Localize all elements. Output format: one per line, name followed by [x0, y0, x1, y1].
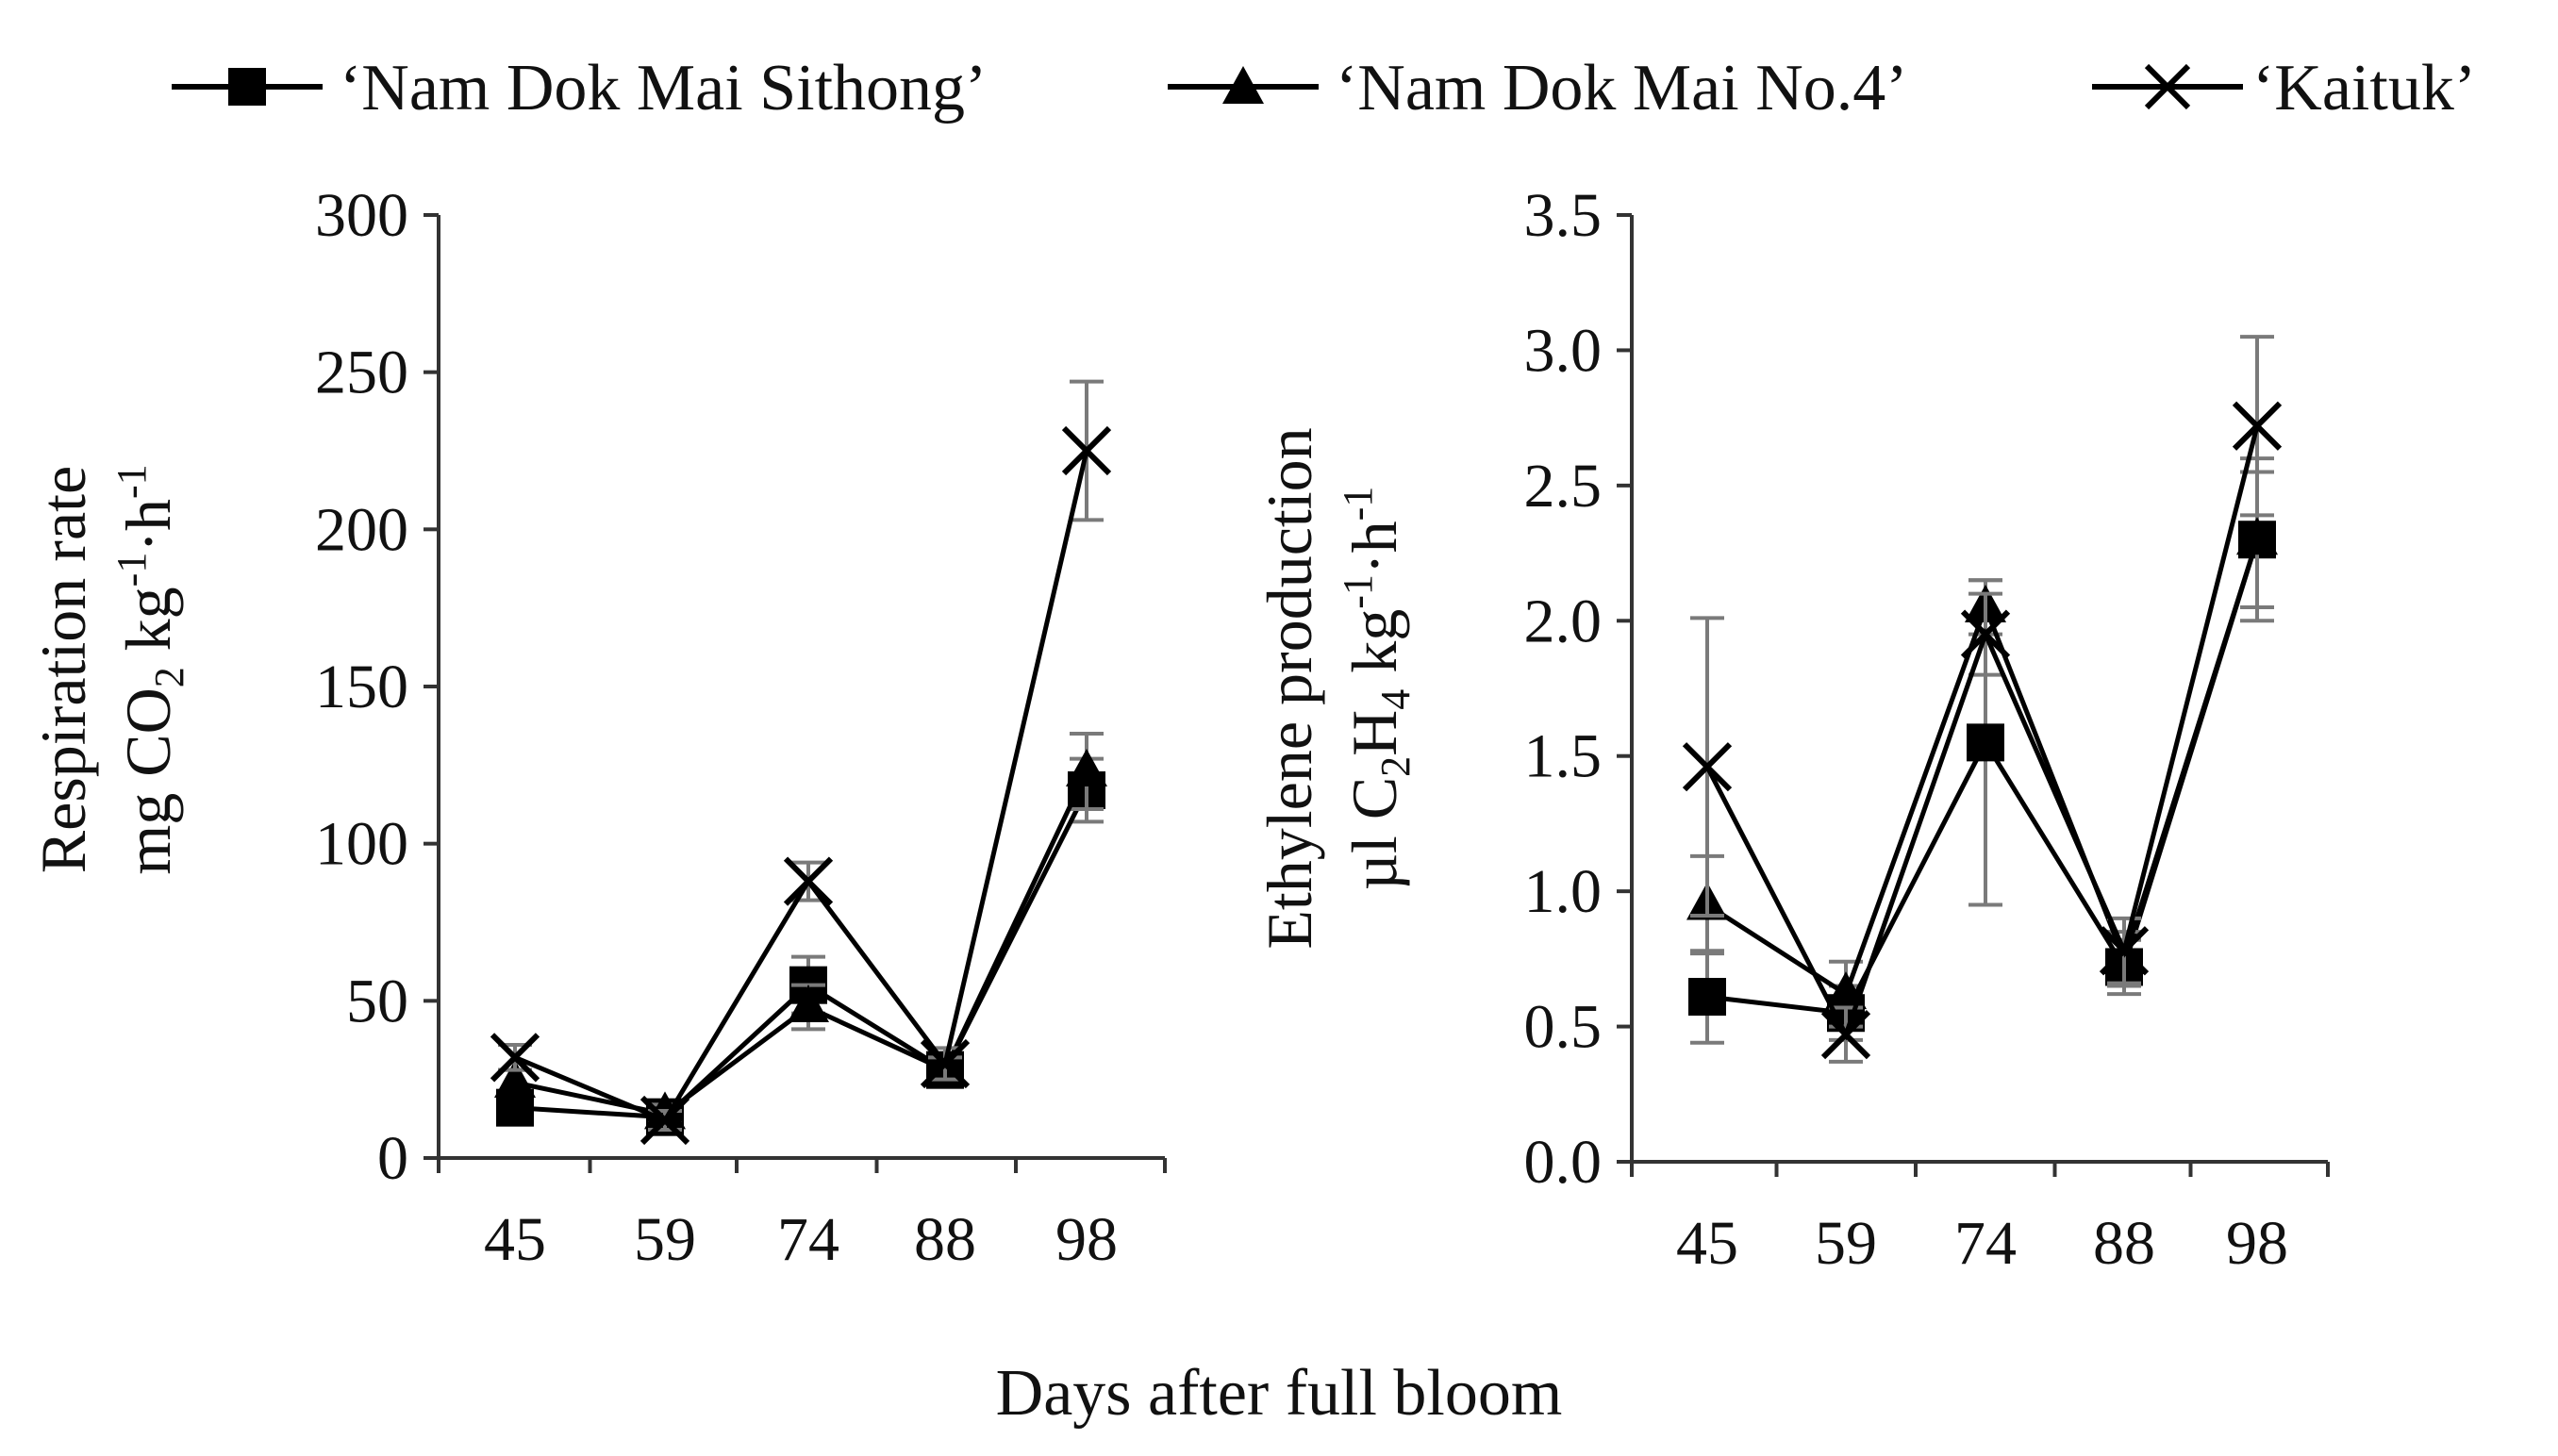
- respiration-cross-stroke: [920, 1038, 971, 1089]
- ethylene-y-tick-label: 1.0: [1524, 857, 1603, 926]
- ethylene-ylabel-line2: µl C2H4 kg-1·h-1: [1335, 487, 1419, 891]
- ethylene-cross-stroke: [2099, 926, 2150, 976]
- respiration-y-tick-label: 50: [346, 967, 408, 1035]
- respiration-series-square: [496, 756, 1105, 1136]
- ethylene-axes: [1617, 213, 2330, 1177]
- ethylene-y-tick-label: 0.5: [1524, 993, 1603, 1062]
- ethylene-cross-stroke: [1960, 609, 2011, 659]
- legend-cross-marker-icon: [2144, 63, 2191, 110]
- ethylene-ylabel-unit-b: H: [1338, 710, 1410, 756]
- respiration-x-tick-label: 59: [634, 1205, 696, 1274]
- ethylene-x-tick-label: 45: [1676, 1209, 1738, 1278]
- ethylene-cross-marker: [2232, 401, 2283, 451]
- respiration-y-tick-label: 100: [315, 810, 408, 879]
- respiration-y-tick-label: 0: [377, 1124, 408, 1193]
- respiration-y-tick-label: 150: [315, 653, 408, 721]
- ethylene-ylabel-unit-a: µl C: [1338, 777, 1410, 890]
- respiration-x-tick-label: 45: [484, 1205, 546, 1274]
- respiration-x-tick-labels: 45 59 74 88 98: [484, 1205, 1118, 1274]
- ethylene-cross-marker: [1960, 609, 2011, 659]
- ethylene-y-tick-labels: 0.0 0.5 1.0 1.5 2.0 2.5 3.0 3.5: [1524, 181, 1603, 1197]
- legend-item-no4: ‘Nam Dok Mai No.4’: [1168, 52, 1908, 124]
- ethylene-cross-stroke: [2232, 401, 2283, 451]
- respiration-ylabel-sup-2: -1: [108, 464, 155, 499]
- respiration-cross-stroke: [783, 856, 834, 906]
- respiration-axes: [424, 213, 1167, 1173]
- ethylene-y-tick-label: 3.0: [1524, 316, 1603, 385]
- ethylene-x-tick-label: 88: [2093, 1209, 2155, 1278]
- respiration-triangle-marker: [494, 1060, 536, 1098]
- respiration-x-tick-label: 88: [914, 1205, 976, 1274]
- ethylene-cross-stroke: [1682, 742, 1733, 792]
- respiration-triangle-marker: [788, 984, 829, 1022]
- ethylene-y-tick-label: 1.5: [1524, 722, 1603, 791]
- legend: ‘Nam Dok Mai Sithong’ ‘Nam Dok Mai No.4’…: [172, 52, 2476, 124]
- legend-item-sithong: ‘Nam Dok Mai Sithong’: [172, 52, 987, 124]
- ethylene-ylabel-unit-c: kg: [1338, 609, 1410, 689]
- legend-label-sithong: ‘Nam Dok Mai Sithong’: [340, 52, 987, 124]
- respiration-ylabel-unit-c: ·h: [112, 499, 184, 553]
- ethylene-x-tick-labels: 45 59 74 88 98: [1676, 1209, 2288, 1278]
- ethylene-ylabel-sub-4: 4: [1372, 689, 1419, 710]
- legend-square-marker-icon: [228, 68, 266, 106]
- ethylene-ylabel-line1: Ethylene production: [1254, 427, 1325, 949]
- respiration-y-tick-label: 300: [315, 181, 408, 250]
- legend-item-kaituk: ‘Kaituk’: [2092, 52, 2476, 124]
- ethylene-ylabel-sup-1: -1: [1335, 574, 1381, 609]
- ethylene-y-tick-label: 2.5: [1524, 452, 1603, 521]
- ethylene-y-tick-label: 2.0: [1524, 587, 1603, 655]
- respiration-x-tick-label: 98: [1055, 1205, 1118, 1274]
- shared-x-axis-label: Days after full bloom: [996, 1357, 1563, 1430]
- respiration-cross-stroke: [640, 1095, 690, 1146]
- ethylene-cross-stroke: [1820, 1010, 1871, 1060]
- respiration-series: [490, 379, 1112, 1146]
- ethylene-cross-marker: [1682, 742, 1733, 792]
- respiration-triangle-marker: [1066, 749, 1107, 786]
- ethylene-ylabel-unit-d: ·h: [1338, 521, 1410, 574]
- ethylene-square-marker: [1688, 978, 1726, 1017]
- respiration-ylabel-sub-2: 2: [146, 667, 192, 687]
- ethylene-ylabel-sub-2: 2: [1372, 756, 1419, 777]
- respiration-ylabel-unit-a: mg CO: [112, 687, 184, 874]
- ethylene-x-tick-label: 74: [1954, 1209, 2017, 1278]
- respiration-cross-stroke: [490, 1033, 540, 1083]
- respiration-ylabel-line2: mg CO2 kg-1·h-1: [108, 464, 192, 874]
- ethylene-triangle-marker: [2236, 517, 2278, 555]
- respiration-cross-marker: [490, 1033, 540, 1083]
- respiration-y-tick-label: 200: [315, 495, 408, 564]
- respiration-cross-marker: [640, 1095, 690, 1146]
- respiration-y-tick-label: 250: [315, 339, 408, 407]
- ethylene-x-tick-label: 98: [2226, 1209, 2288, 1278]
- ethylene-y-tick-label: 3.5: [1524, 181, 1603, 250]
- ethylene-y-tick-label: 0.0: [1524, 1128, 1603, 1197]
- ethylene-chart: 0.0 0.5 1.0 1.5 2.0 2.5 3.0 3.5 45 59 74 88 98 Ethy…: [1254, 181, 2330, 1278]
- ethylene-cross-marker: [1820, 1010, 1871, 1060]
- respiration-cross-marker: [1061, 425, 1112, 476]
- respiration-x-tick-label: 74: [777, 1205, 839, 1274]
- respiration-cross-stroke: [1061, 425, 1112, 476]
- respiration-series-cross: [490, 379, 1112, 1146]
- legend-label-no4: ‘Nam Dok Mai No.4’: [1336, 52, 1908, 124]
- respiration-ylabel-unit-b: kg: [112, 587, 184, 667]
- respiration-ylabel-line1: Respiration rate: [27, 466, 99, 873]
- legend-label-kaituk: ‘Kaituk’: [2252, 52, 2476, 124]
- respiration-ylabel-sup-1: -1: [108, 553, 155, 587]
- respiration-y-tick-labels: 0 50 100 150 200 250 300: [315, 181, 408, 1193]
- respiration-cross-marker: [920, 1038, 971, 1089]
- ethylene-square-marker: [1967, 723, 2004, 762]
- ethylene-cross-marker: [2099, 926, 2150, 976]
- respiration-cross-marker: [783, 856, 834, 906]
- ethylene-x-tick-label: 59: [1815, 1209, 1877, 1278]
- ethylene-series-cross: [1682, 335, 2283, 1064]
- respiration-chart: 0 50 100 150 200 250 300 45 59 74 88 98 Respiratio…: [27, 181, 1167, 1274]
- ethylene-series: [1682, 335, 2283, 1064]
- legend-triangle-marker-icon: [1222, 66, 1264, 104]
- ethylene-ylabel-sup-2: -1: [1335, 487, 1381, 521]
